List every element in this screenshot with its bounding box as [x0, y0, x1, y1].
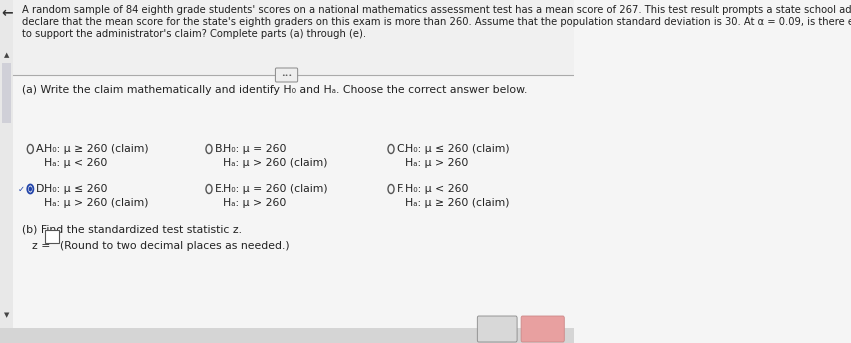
- Bar: [2, 63, 11, 123]
- FancyBboxPatch shape: [477, 316, 517, 342]
- Text: declare that the mean score for the state's eighth graders on this exam is more : declare that the mean score for the stat…: [21, 17, 851, 27]
- Text: Hₐ: μ > 260: Hₐ: μ > 260: [405, 158, 468, 168]
- Text: to support the administrator's claim? Complete parts (a) through (e).: to support the administrator's claim? Co…: [21, 29, 366, 39]
- Text: D.: D.: [36, 184, 48, 194]
- Text: Hₐ: μ ≥ 260 (claim): Hₐ: μ ≥ 260 (claim): [405, 198, 510, 208]
- Text: H₀: μ ≤ 260 (claim): H₀: μ ≤ 260 (claim): [405, 144, 510, 154]
- Text: A.: A.: [36, 144, 47, 154]
- Text: z =: z =: [31, 241, 54, 251]
- Text: ▼: ▼: [4, 312, 9, 318]
- Text: Hₐ: μ < 260: Hₐ: μ < 260: [44, 158, 107, 168]
- Text: F.: F.: [397, 184, 404, 194]
- Text: Hₐ: μ > 260 (claim): Hₐ: μ > 260 (claim): [44, 198, 149, 208]
- Text: B.: B.: [214, 144, 226, 154]
- Text: H₀: μ < 260: H₀: μ < 260: [405, 184, 468, 194]
- Text: ←: ←: [1, 6, 13, 20]
- FancyBboxPatch shape: [521, 316, 564, 342]
- FancyBboxPatch shape: [276, 68, 298, 82]
- Bar: [45, 230, 59, 243]
- Text: H₀: μ ≥ 260 (claim): H₀: μ ≥ 260 (claim): [44, 144, 149, 154]
- Text: ✓: ✓: [18, 185, 25, 193]
- Text: •••: •••: [281, 72, 292, 78]
- Text: (b) Find the standardized test statistic z.: (b) Find the standardized test statistic…: [21, 225, 242, 235]
- Text: H₀: μ = 260 (claim): H₀: μ = 260 (claim): [223, 184, 328, 194]
- Text: (a) Write the claim mathematically and identify H₀ and Hₐ. Choose the correct an: (a) Write the claim mathematically and i…: [21, 85, 527, 95]
- Text: H₀: μ = 260: H₀: μ = 260: [223, 144, 286, 154]
- Text: A random sample of 84 eighth grade students' scores on a national mathematics as: A random sample of 84 eighth grade stude…: [21, 5, 851, 15]
- Bar: [14, 0, 574, 75]
- Text: E.: E.: [214, 184, 225, 194]
- Bar: [0, 0, 14, 343]
- Text: Hₐ: μ > 260 (claim): Hₐ: μ > 260 (claim): [223, 158, 328, 168]
- Text: Hₐ: μ > 260: Hₐ: μ > 260: [223, 198, 286, 208]
- Text: C.: C.: [397, 144, 408, 154]
- Text: (Round to two decimal places as needed.): (Round to two decimal places as needed.): [60, 241, 289, 251]
- Bar: [0, 328, 574, 343]
- Circle shape: [29, 187, 32, 191]
- Text: ▲: ▲: [4, 52, 9, 58]
- Text: H₀: μ ≤ 260: H₀: μ ≤ 260: [44, 184, 108, 194]
